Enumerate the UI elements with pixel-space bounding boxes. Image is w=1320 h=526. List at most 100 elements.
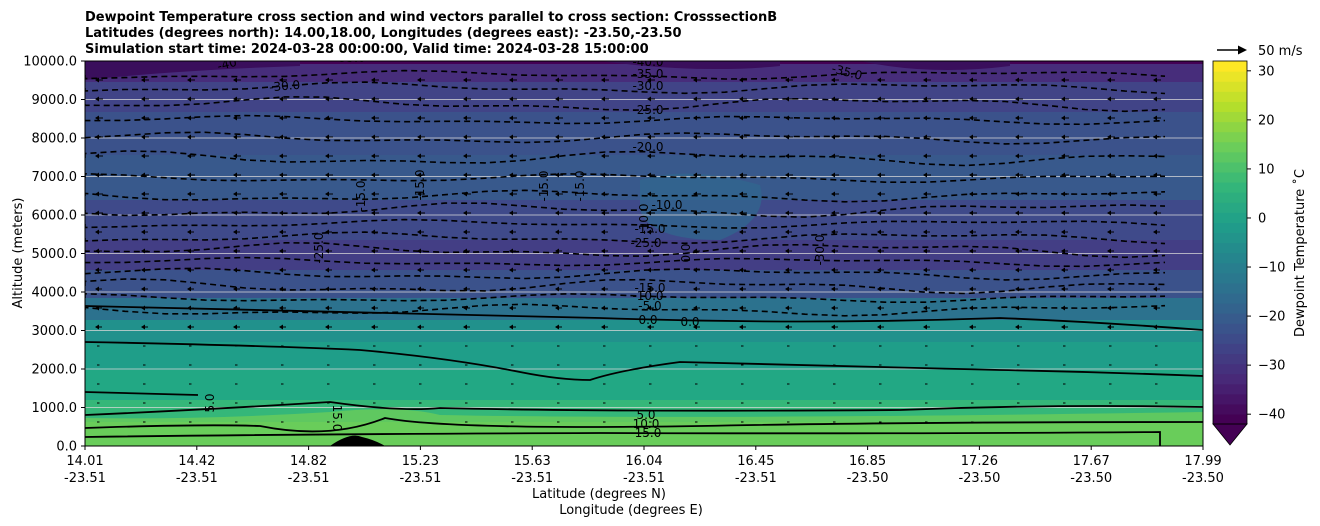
contour-label-left-6: 5.0 [203,393,217,412]
wind-vector-143 [1153,172,1161,178]
wind-vector-286 [1107,286,1114,292]
wind-vector-105 [509,153,517,159]
wind-vector-66 [923,115,931,121]
wind-vector-273 [509,286,516,292]
x-tick-lat-6: 16.45 [737,454,774,469]
wind-vector-278 [739,286,746,292]
colorbar-segment-31 [1213,101,1247,113]
wind-vector-78 [371,134,379,140]
wind-vector-333 [1061,324,1068,330]
wind-vector-288 [95,305,102,311]
x-tick-lon-7: -23.50 [847,471,889,486]
contour-line-solid-1 [85,341,1203,381]
wind-vector-139 [969,172,977,178]
wind-vector-137 [877,172,885,178]
wind-vector-197 [325,229,332,235]
wind-vector-271 [417,286,424,292]
wind-vector-276 [647,286,654,292]
x-tick-lat-4: 15.63 [514,454,551,469]
wind-vector-221 [325,248,332,254]
contour-line-dashed-11 [85,241,1166,259]
wind-vector-191 [1153,210,1161,216]
wind-vector-163 [969,191,977,197]
contour-label-mid-18: 10.0 [633,417,660,431]
wind-vector-295 [417,305,424,311]
colorbar-tick-label-5: −20 [1258,310,1285,325]
wind-vector-188 [1015,210,1023,216]
contour-label-mid-3: -25.0 [632,103,663,117]
contour-band-top-left [85,61,300,80]
wind-vector-87 [785,134,793,140]
contour-label-mid-4: -20.0 [632,140,663,154]
wind-reference-arrowhead [1238,45,1247,55]
title-line-1: Dewpoint Temperature cross section and w… [85,10,777,25]
contour-band-top-right [860,61,1010,70]
x-tick-lon-8: -23.50 [958,471,1000,486]
contour-line-solid-0 [85,305,1203,331]
wind-vector-267 [233,286,240,292]
wind-vector-123 [233,172,241,178]
wind-vector-220 [279,248,286,254]
wind-vector-154 [555,191,563,197]
wind-vector-2 [187,77,195,83]
wind-vector-45 [1061,96,1069,102]
colorbar-segment-9 [1213,323,1247,334]
wind-vector-122 [187,172,195,178]
wind-vector-17 [877,77,885,83]
wind-vector-189 [1061,210,1069,216]
wind-vector-321 [509,324,516,330]
x-tick-lat-9: 17.67 [1073,454,1110,469]
wind-vector-280 [831,286,838,292]
wind-vector-1 [141,77,149,83]
wind-vector-270 [371,286,378,292]
wind-vector-53 [325,115,333,121]
wind-vector-44 [1015,96,1023,102]
wind-vector-144 [95,191,103,197]
wind-vector-85 [693,134,701,140]
wind-vector-243 [233,267,240,273]
wind-vector-257 [877,267,884,273]
plot-area: -40-30.0-35.0-15.0 -15.0-25.05.015.0-40.0… [85,61,1203,446]
wind-vector-30 [371,96,379,102]
contour-band-moist-pocket [640,173,762,240]
wind-vector-98 [187,153,195,159]
colorbar-segment-18 [1213,232,1247,244]
colorbar-segment-24 [1213,171,1247,183]
wind-vector-179 [601,210,609,216]
wind-vector-157 [693,191,701,197]
wind-vector-10 [555,77,563,83]
wind-vector-155 [601,191,609,197]
wind-vector-238 [1107,248,1114,254]
wind-vector-175 [417,210,425,216]
wind-vector-289 [141,305,148,311]
colorbar-segment-29 [1213,121,1247,133]
wind-vector-27 [233,96,241,102]
wind-vector-287 [1153,286,1160,292]
wind-vector-242 [187,267,194,273]
wind-vector-136 [831,172,839,178]
colorbar-segment-27 [1213,141,1247,153]
colorbar-segment-5 [1213,363,1247,375]
wind-vector-94 [1107,134,1115,140]
colorbar-segment-25 [1213,161,1247,173]
wind-vector-134 [739,172,747,178]
wind-vector-208 [831,229,838,235]
wind-vector-125 [325,172,333,178]
contour-label-mid-19: 15.0 [635,426,662,440]
wind-vector-258 [923,267,930,273]
wind-vector-213 [1061,229,1068,235]
colorbar: 30 20 10 0 −10 −20 −30 −40 [1212,60,1285,446]
wind-vector-13 [693,77,701,83]
colorbar-segment-23 [1213,182,1247,193]
colorbar-segment-28 [1213,131,1247,143]
wind-vector-329 [877,324,884,330]
wind-vector-298 [555,305,562,311]
wind-vector-99 [233,153,241,159]
wind-vector-135 [785,172,793,178]
wind-reference-key: 50 m/s [1217,44,1303,59]
y-tick-label-6: 6000.0 [32,209,78,224]
wind-vector-211 [969,229,976,235]
colorbar-segment-11 [1213,303,1247,314]
x-tick-lon-0: -23.51 [64,471,106,486]
wind-vector-102 [371,153,379,159]
